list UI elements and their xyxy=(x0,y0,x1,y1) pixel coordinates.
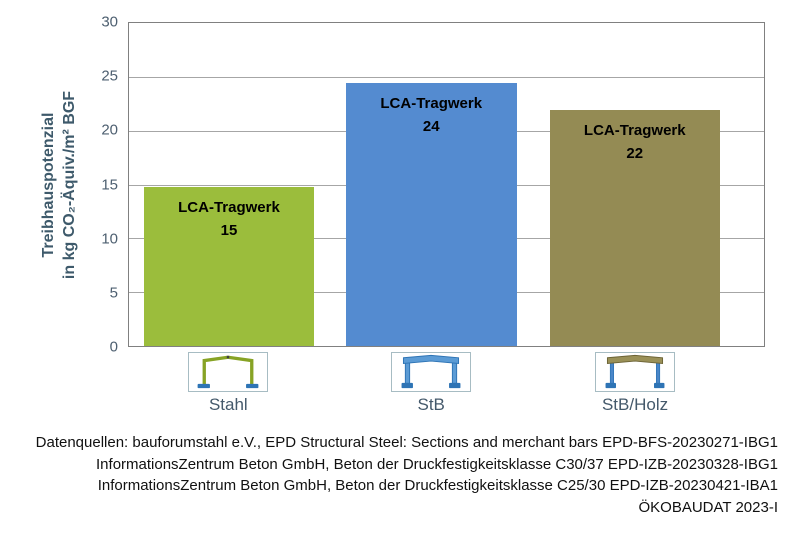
y-axis-title-line1: Treibhauspotenzial xyxy=(40,112,57,257)
data-sources-footer: Datenquellen: bauforumstahl e.V., EPD St… xyxy=(0,432,778,518)
category-label-stb-holz: StB/Holz xyxy=(601,395,669,414)
bar-label: LCA-Tragwerk 22 xyxy=(550,119,720,165)
bar-value: 15 xyxy=(220,221,238,239)
category-label-stb: StB xyxy=(417,395,445,414)
footer-line: InformationsZentrum Beton GmbH, Beton de… xyxy=(97,477,778,494)
concrete-portal-frame-icon xyxy=(391,352,472,392)
bar-stb-holz: LCA-Tragwerk 22 xyxy=(550,110,720,346)
y-axis-title-line2: in kg CO₂-Äquiv./m² BGF xyxy=(61,90,78,279)
bar-value: 24 xyxy=(422,118,440,136)
gridline-25 xyxy=(129,76,764,78)
category-stb: StB xyxy=(391,352,472,415)
bar-label-text: LCA-Tragwerk xyxy=(380,95,483,113)
chart-area: Treibhauspotenzial in kg CO₂-Äquiv./m² B… xyxy=(30,14,765,356)
footer-line: ÖKOBAUDAT 2023-I xyxy=(638,498,779,516)
bar-label-text: LCA-Tragwerk xyxy=(178,198,280,216)
y-axis-title: Treibhauspotenzial in kg CO₂-Äquiv./m² B… xyxy=(30,22,88,347)
y-axis-tick: 10 xyxy=(101,230,118,248)
x-axis-categories: Stahl StB xyxy=(128,352,765,418)
steel-portal-frame-icon xyxy=(188,352,269,392)
y-axis-tick: 30 xyxy=(101,13,118,31)
bar-label: LCA-Tragwerk 15 xyxy=(144,196,314,242)
y-axis-tick: 20 xyxy=(101,121,118,139)
y-axis-tick: 0 xyxy=(109,338,118,356)
concrete-timber-portal-frame-icon xyxy=(595,352,676,392)
plot-area: LCA-Tragwerk 15 LCA-Tragwerk 24 LCA-Trag… xyxy=(128,22,765,347)
category-stb-holz: StB/Holz xyxy=(595,352,676,415)
footer-line: InformationsZentrum Beton GmbH, Beton de… xyxy=(96,455,778,473)
bar-value: 22 xyxy=(626,145,644,163)
footer-line: Datenquellen: bauforumstahl e.V., EPD St… xyxy=(35,434,778,451)
y-axis-tick: 25 xyxy=(101,67,118,85)
category-label-stahl: Stahl xyxy=(208,395,248,414)
y-axis-tick: 15 xyxy=(101,176,118,193)
category-stahl: Stahl xyxy=(188,352,269,415)
y-axis-ticks: 30 25 20 15 10 5 0 xyxy=(88,14,128,356)
bar-label: LCA-Tragwerk 24 xyxy=(346,92,517,138)
chart-figure: Treibhauspotenzial in kg CO₂-Äquiv./m² B… xyxy=(0,14,788,518)
bar-stb: LCA-Tragwerk 24 xyxy=(345,83,517,346)
y-axis-tick: 5 xyxy=(109,284,118,302)
bar-stahl: LCA-Tragwerk 15 xyxy=(144,186,314,346)
bar-label-text: LCA-Tragwerk xyxy=(583,122,686,140)
